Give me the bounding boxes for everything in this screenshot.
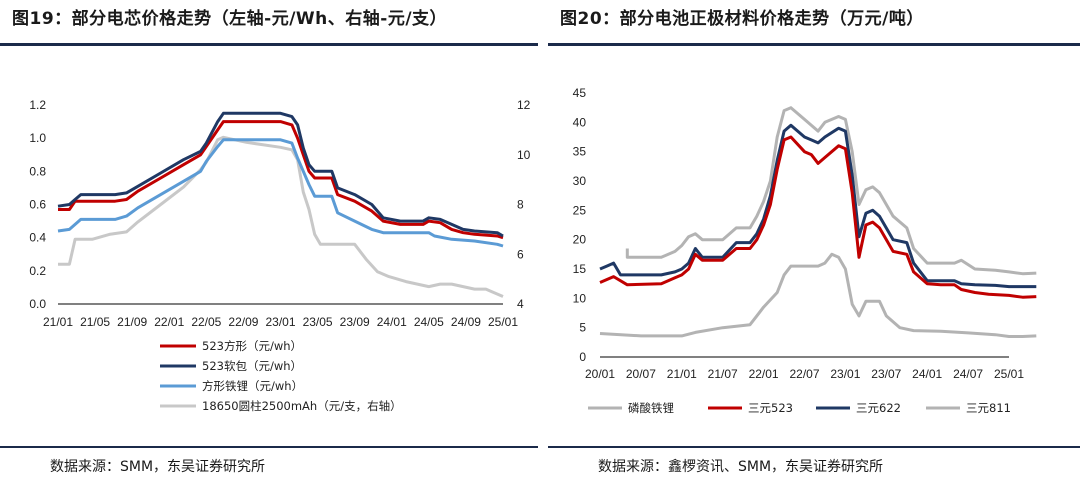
source-rule: [0, 446, 538, 448]
y-left-tick-label: 1.2: [29, 98, 46, 112]
series-line: [57, 111, 504, 238]
x-tick-label: 24/01: [377, 315, 407, 329]
series-line: [58, 120, 504, 240]
x-tick-label: 20/01: [585, 367, 615, 381]
y-tick-label: 20: [573, 233, 587, 247]
x-tick-label: 25/01: [994, 367, 1024, 381]
y-right-tick-label: 4: [517, 297, 524, 311]
y-left-tick-label: 1.0: [29, 131, 46, 145]
x-tick-label: 22/07: [789, 367, 819, 381]
x-tick-label: 24/01: [912, 367, 942, 381]
x-tick-label: 23/05: [303, 315, 333, 329]
figure-20-title: 图20：部分电池正极材料价格走势（万元/吨）: [560, 9, 924, 29]
figure-20: 图20：部分电池正极材料价格走势（万元/吨） 0 5 10 15 20 25 30 35 40 4…: [548, 0, 1080, 493]
title-rule: [548, 43, 1080, 46]
y-tick-label: 40: [573, 115, 587, 129]
x-tick-label: 22/05: [191, 315, 221, 329]
x-tick-label: 21/01: [43, 315, 73, 329]
series-line: [57, 138, 504, 248]
legend-label: 三元622: [856, 401, 901, 415]
y-tick-label: 35: [573, 145, 587, 159]
y-tick-label: 45: [573, 86, 587, 100]
x-tick-label: 24/05: [414, 315, 444, 329]
figure-19-source: 数据来源：SMM，东吴证券研究所: [50, 459, 266, 475]
legend-label: 18650圆柱2500mAh（元/支，右轴）: [202, 399, 402, 413]
y-tick-label: 0: [579, 350, 586, 364]
legend-label: 三元523: [748, 401, 793, 415]
y-tick-label: 30: [573, 174, 587, 188]
x-tick-label: 21/07: [708, 367, 738, 381]
y-tick-label: 25: [573, 203, 587, 217]
cathode-price-chart: 0 5 10 15 20 25 30 35 40 45 20/01 20/07 21/01 21/07 22…: [573, 86, 1037, 415]
x-tick-label: 24/07: [953, 367, 983, 381]
y-tick-label: 10: [573, 291, 587, 305]
x-tick-label: 23/07: [871, 367, 901, 381]
figure-19: 图19：部分电芯价格走势（左轴-元/Wh、右轴-元/支） 0.0 0.2 0.4 0.…: [0, 0, 538, 493]
y-tick-label: 15: [573, 262, 587, 276]
legend-label: 523方形（元/wh）: [202, 339, 302, 353]
series-line: [625, 106, 1037, 276]
legend-label: 方形铁锂（元/wh）: [202, 379, 303, 393]
y-right-tick-label: 10: [517, 148, 531, 162]
x-tick-label: 22/01: [154, 315, 184, 329]
figure-20-source: 数据来源：鑫椤资讯、SMM，东吴证券研究所: [598, 459, 884, 475]
x-tick-label: 22/01: [749, 367, 779, 381]
legend-label: 磷酸铁锂: [628, 401, 674, 415]
y-left-tick-label: 0.8: [29, 164, 46, 178]
y-right-tick-label: 12: [517, 98, 531, 112]
series-line: [599, 135, 1037, 299]
series-line: [599, 252, 1037, 338]
figure-19-title: 图19：部分电芯价格走势（左轴-元/Wh、右轴-元/支）: [12, 9, 448, 29]
y-left-tick-label: 0.4: [29, 231, 46, 245]
y-right-tick-label: 8: [517, 198, 524, 212]
y-tick-label: 5: [579, 321, 586, 335]
x-tick-label: 21/01: [667, 367, 697, 381]
x-tick-label: 21/05: [80, 315, 110, 329]
y-left-tick-label: 0.2: [29, 264, 46, 278]
y-left-tick-label: 0.6: [29, 198, 46, 212]
x-tick-label: 21/09: [117, 315, 147, 329]
cell-price-chart: 0.0 0.2 0.4 0.6 0.8 1.0 1.2 4 6 8 10 12 21/01 21/05 21…: [29, 98, 531, 413]
x-tick-label: 25/01: [488, 315, 518, 329]
series-line: [58, 135, 504, 298]
y-left-tick-label: 0.0: [29, 297, 46, 311]
x-tick-label: 24/09: [451, 315, 481, 329]
series-line: [599, 123, 1037, 289]
y-right-tick-label: 6: [517, 247, 524, 261]
title-rule: [0, 43, 538, 46]
x-tick-label: 22/09: [228, 315, 258, 329]
x-tick-label: 23/09: [340, 315, 370, 329]
x-tick-label: 20/07: [626, 367, 656, 381]
source-rule: [548, 446, 1080, 448]
x-tick-label: 23/01: [265, 315, 295, 329]
x-tick-label: 23/01: [830, 367, 860, 381]
legend-label: 三元811: [966, 401, 1011, 415]
legend-label: 523软包（元/wh）: [202, 359, 302, 373]
